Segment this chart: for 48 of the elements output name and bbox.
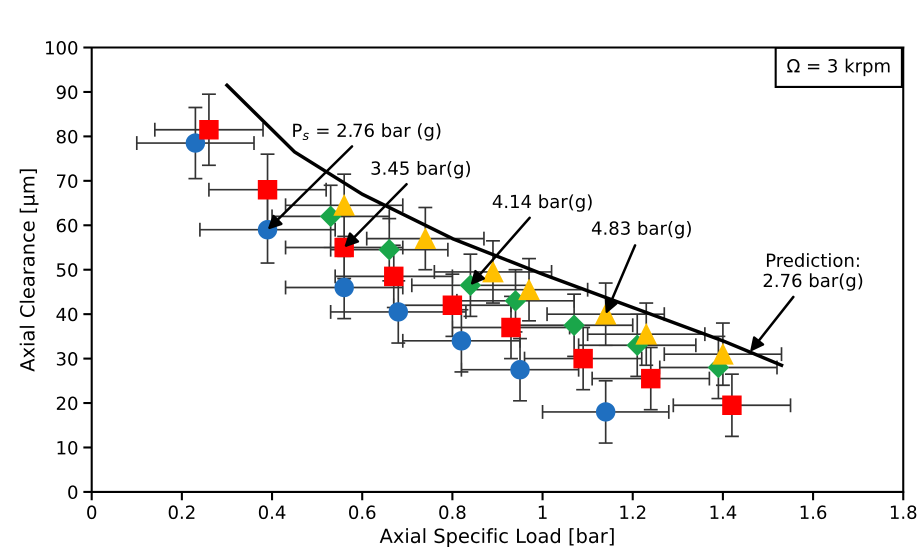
point [636, 324, 657, 345]
y-tick-label: 10 [58, 440, 78, 455]
y-tick-label: 80 [56, 130, 78, 144]
point [510, 360, 530, 380]
annotation: 4.14 bar(g) [492, 194, 592, 212]
annotation: Prediction: 2.76 bar(g) [764, 253, 862, 291]
point [596, 402, 616, 422]
y-tick-label: 30 [56, 352, 78, 366]
y-tick-label: 70 [57, 174, 78, 188]
point [199, 120, 219, 140]
annotation: 3.45 bar(g) [371, 160, 470, 178]
point [564, 314, 585, 336]
point [186, 133, 206, 153]
point [482, 262, 504, 282]
point [258, 180, 278, 200]
x-tick-label: 0.4 [258, 505, 286, 520]
x-tick-label: 0 [87, 505, 96, 520]
x-tick-label: 1.6 [800, 505, 826, 520]
y-tick-label: 100 [46, 40, 78, 55]
point [722, 396, 742, 415]
y-tick-label: 60 [56, 218, 78, 232]
x-axis-title: Axial Specific Load [bar] [380, 528, 614, 547]
x-tick-label: 1.2 [620, 505, 646, 519]
y-tick-label: 90 [56, 85, 78, 100]
x-tick-label: 1 [538, 506, 547, 519]
annotation: Ω = 3 krpm [787, 58, 890, 76]
x-tick-label: 0.8 [439, 505, 466, 520]
point [388, 302, 408, 322]
x-tick-label: 1.4 [710, 506, 736, 519]
x-tick-label: 0.6 [349, 505, 376, 520]
point [320, 206, 342, 227]
y-tick-label: 0 [68, 485, 78, 500]
point [414, 228, 436, 250]
point [518, 279, 540, 300]
point [573, 348, 593, 368]
x-tick-label: 1.8 [890, 505, 916, 520]
point [641, 368, 660, 388]
y-tick-label: 40 [56, 308, 78, 322]
x-tick-label: 0.2 [168, 505, 194, 520]
y-tick-label: 20 [56, 396, 78, 410]
point [595, 304, 616, 325]
point [334, 194, 355, 216]
annotation: 4.83 bar(g) [592, 220, 691, 238]
y-axis-title: Axial Clearance [μm] [20, 169, 38, 372]
point [712, 344, 734, 365]
annotation: P$_{s}$ = 2.76 bar (g) [293, 123, 440, 141]
y-tick-label: 50 [56, 263, 78, 277]
point [452, 331, 472, 351]
